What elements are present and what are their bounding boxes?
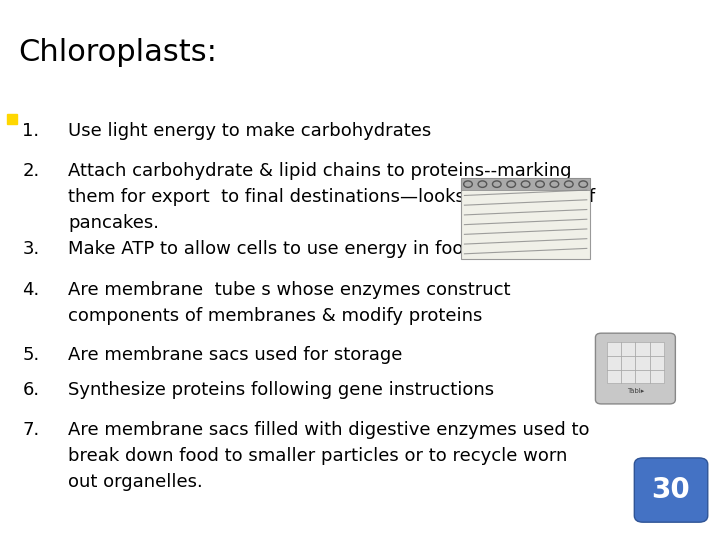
Text: 3.: 3. [22,240,40,258]
Text: out organelles.: out organelles. [68,473,203,491]
Text: Chloroplasts:: Chloroplasts: [18,38,217,67]
FancyBboxPatch shape [595,333,675,404]
Text: Use light energy to make carbohydrates: Use light energy to make carbohydrates [68,122,432,139]
Text: Are membrane sacs filled with digestive enzymes used to: Are membrane sacs filled with digestive … [68,421,590,439]
Text: Make ATP to allow cells to use energy in food: Make ATP to allow cells to use energy in… [68,240,475,258]
Text: break down food to smaller particles or to recycle worn: break down food to smaller particles or … [68,447,568,465]
Text: components of membranes & modify proteins: components of membranes & modify protein… [68,307,483,325]
FancyBboxPatch shape [634,458,708,522]
Text: Synthesize proteins following gene instructions: Synthesize proteins following gene instr… [68,381,495,399]
Text: pancakes.: pancakes. [68,214,159,232]
Text: 5.: 5. [22,346,40,363]
Text: Attach carbohydrate & lipid chains to proteins--marking: Attach carbohydrate & lipid chains to pr… [68,162,572,180]
Text: 4.: 4. [22,281,40,299]
FancyBboxPatch shape [461,178,590,259]
Text: 6.: 6. [22,381,40,399]
Text: 2.: 2. [22,162,40,180]
Text: 30: 30 [652,476,690,504]
Text: 7.: 7. [22,421,40,439]
FancyBboxPatch shape [607,342,664,383]
Text: them for export  to final destinations—looks like a stack of: them for export to final destinations—lo… [68,188,595,206]
Text: 1.: 1. [22,122,40,139]
FancyBboxPatch shape [461,178,590,190]
Text: Are membrane sacs used for storage: Are membrane sacs used for storage [68,346,402,363]
Text: Tabl▸: Tabl▸ [627,388,644,394]
Text: Are membrane  tube s whose enzymes construct: Are membrane tube s whose enzymes constr… [68,281,511,299]
